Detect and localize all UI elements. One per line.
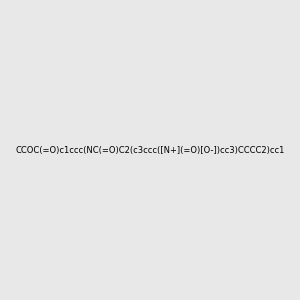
Text: CCOC(=O)c1ccc(NC(=O)C2(c3ccc([N+](=O)[O-])cc3)CCCC2)cc1: CCOC(=O)c1ccc(NC(=O)C2(c3ccc([N+](=O)[O-… [15, 146, 285, 154]
